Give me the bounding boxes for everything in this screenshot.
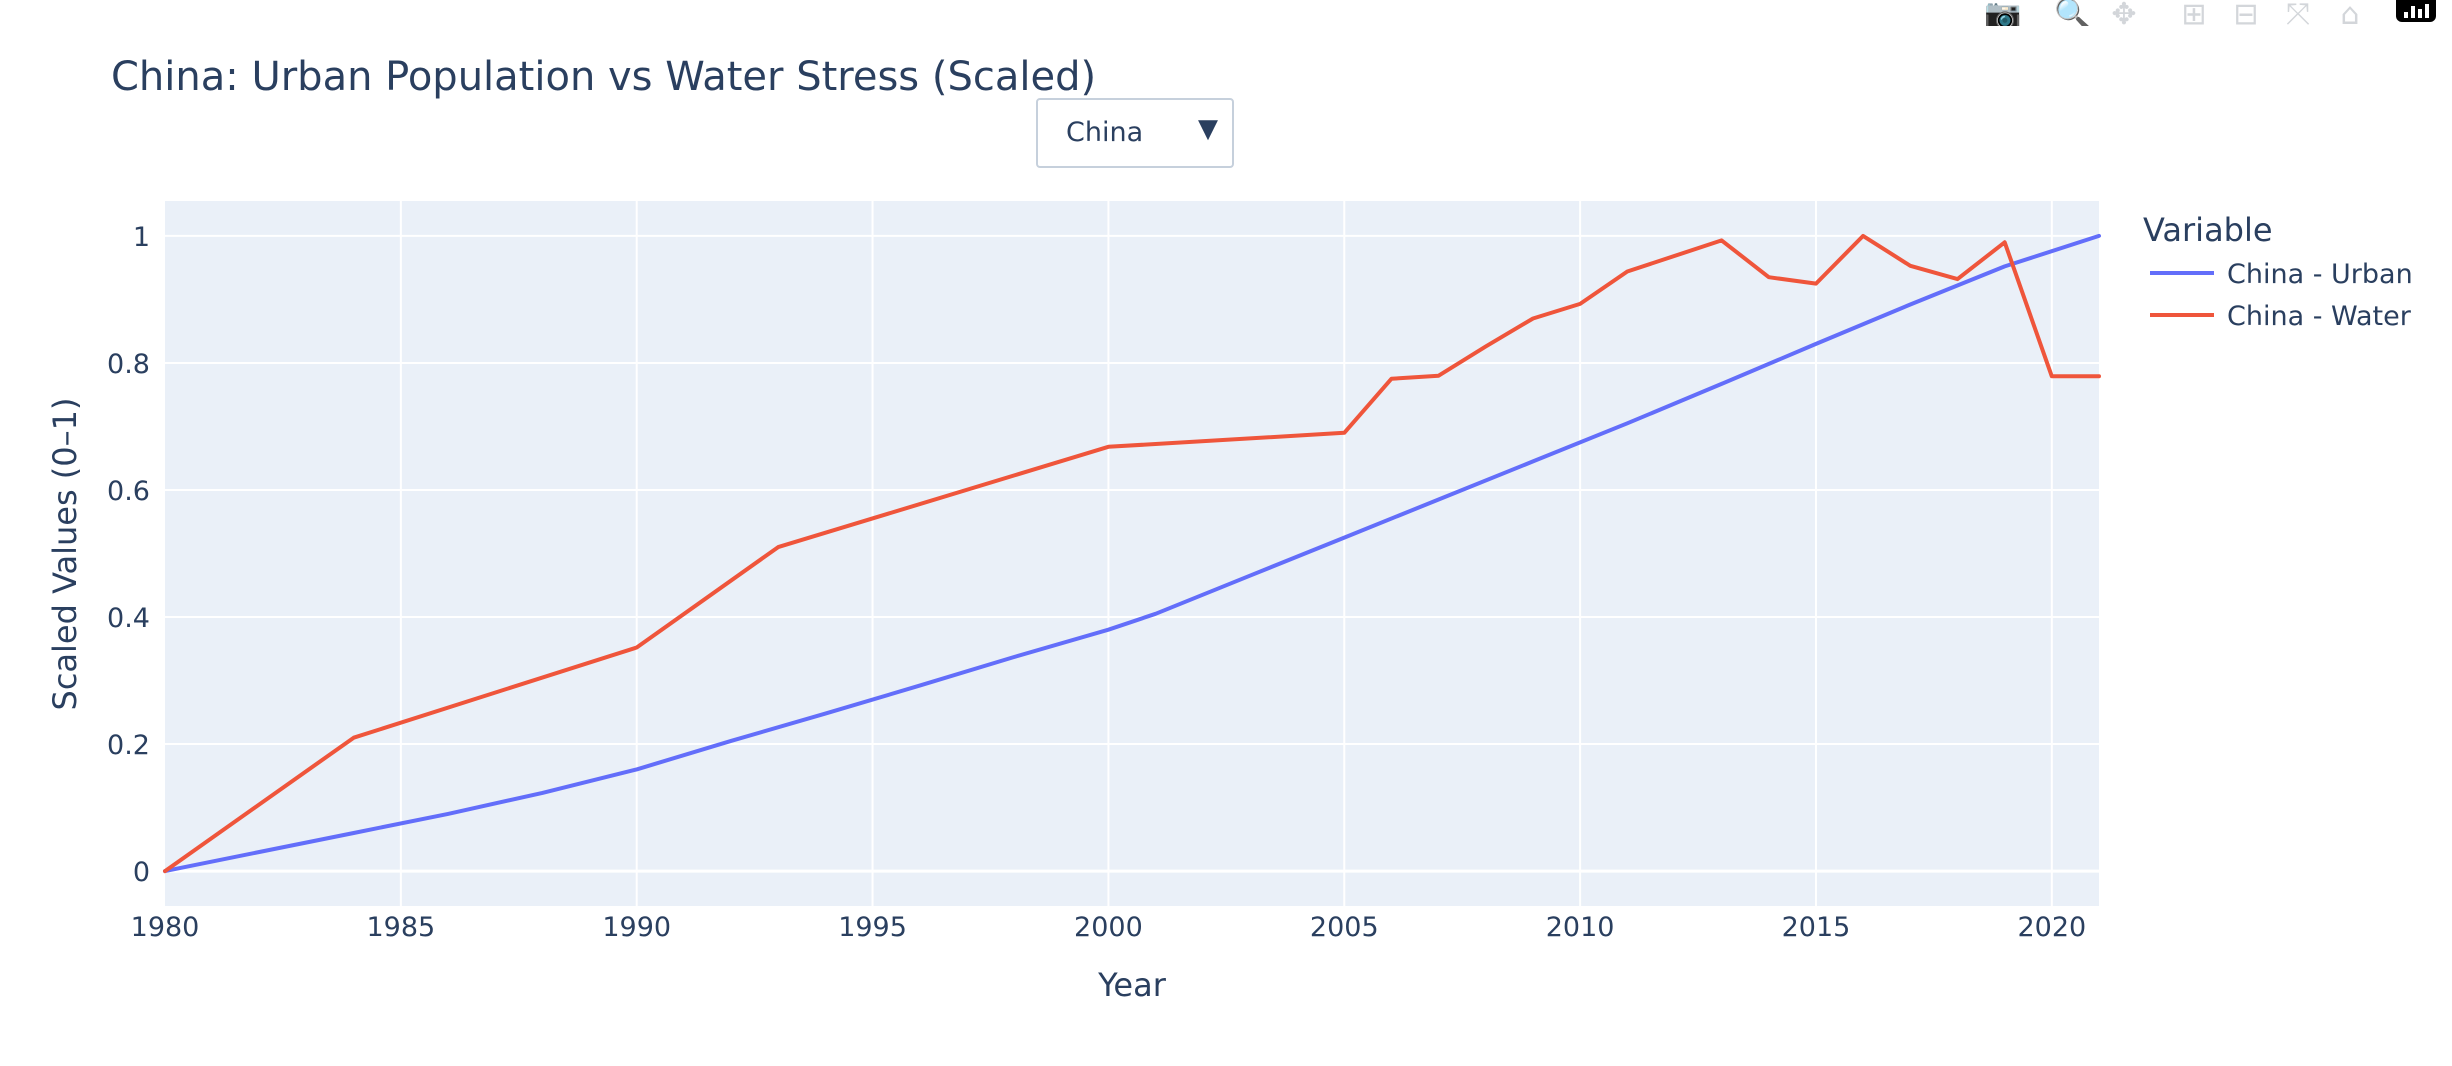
x-tick-label: 2015	[1782, 912, 1851, 943]
y-axis-title: Scaled Values (0–1)	[46, 398, 84, 711]
chart-title: China: Urban Population vs Water Stress …	[111, 54, 1096, 100]
chevron-down-icon: ▼	[1198, 114, 1218, 144]
home-icon[interactable]: ⌂	[2340, 0, 2360, 26]
zoom-in-icon[interactable]: ⊞	[2181, 0, 2207, 26]
camera-icon[interactable]: 📷	[1984, 0, 2020, 26]
country-dropdown[interactable]: China ▼	[1036, 98, 1234, 168]
series-layer	[163, 233, 2101, 874]
y-tick-labels: 0 0.2 0.4 0.6 0.8 1	[107, 222, 150, 888]
x-gridlines	[399, 201, 2053, 906]
legend-label: China - Urban	[2227, 259, 2413, 290]
legend-item[interactable]: China - Water	[2150, 301, 2412, 332]
x-tick-label: 2005	[1310, 912, 1379, 943]
zoom-icon[interactable]: 🔍	[2054, 0, 2090, 26]
autoscale-icon[interactable]: ⤧	[2286, 0, 2310, 26]
legend-item[interactable]: China - Urban	[2150, 259, 2413, 290]
y-tick-label: 0	[133, 857, 150, 888]
y-tick-label: 0.6	[107, 476, 150, 507]
x-tick-label: 1985	[366, 912, 435, 943]
y-gridlines	[165, 234, 2099, 873]
legend-title: Variable	[2143, 211, 2273, 249]
y-tick-label: 0.2	[107, 730, 150, 761]
series-line-water[interactable]	[163, 233, 2101, 874]
x-tick-label: 1995	[838, 912, 907, 943]
x-tick-label: 1980	[131, 912, 200, 943]
y-tick-label: 0.4	[107, 603, 150, 634]
legend: Variable China - Urban China - Water	[2143, 211, 2413, 332]
zoom-out-icon[interactable]: ⊟	[2233, 0, 2259, 26]
plot-area[interactable]	[165, 201, 2099, 906]
plotly-logo[interactable]	[2396, 0, 2436, 22]
x-axis-title: Year	[1097, 966, 1167, 1004]
modebar: 📷 🔍 ✥ ⊞ ⊟ ⤧ ⌂	[1984, 0, 2444, 26]
x-tick-label: 1990	[602, 912, 671, 943]
y-tick-label: 1	[133, 222, 150, 253]
pan-icon[interactable]: ✥	[2111, 0, 2137, 26]
x-tick-label: 2020	[2017, 912, 2086, 943]
x-tick-labels: 1980 1985 1990 1995 2000 2005 2010 2015 2020	[131, 912, 2087, 943]
dropdown-selected-label: China	[1066, 117, 1144, 148]
x-tick-label: 2000	[1074, 912, 1143, 943]
x-tick-label: 2010	[1546, 912, 1615, 943]
legend-label: China - Water	[2227, 301, 2412, 332]
y-tick-label: 0.8	[107, 349, 150, 380]
series-line-urban[interactable]	[163, 233, 2101, 874]
